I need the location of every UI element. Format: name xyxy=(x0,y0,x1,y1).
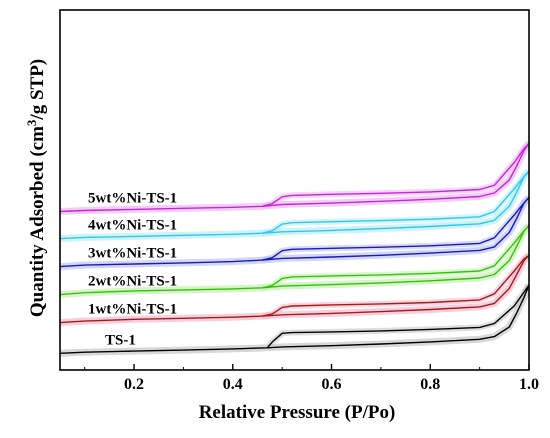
y-axis-title-main: Quantity Adsorbed (cm xyxy=(27,126,48,317)
series-label-1: TS-1 xyxy=(105,332,136,348)
x-ticks: 0.2 0.4 0.6 0.8 1.0 xyxy=(84,364,539,393)
series-3-desorption-line xyxy=(262,225,529,289)
series-3-adsorption-line xyxy=(60,225,529,296)
series-5-group xyxy=(60,168,529,243)
x-tick-label: 0.8 xyxy=(420,376,440,393)
series-4-desorption-line xyxy=(262,197,529,261)
series-label-4: 3wt%Ni-TS-1 xyxy=(88,246,177,262)
x-tick-label: 0.4 xyxy=(223,376,243,393)
plot-area xyxy=(60,141,529,357)
x-tick-label: 0.2 xyxy=(124,376,144,393)
series-1-group xyxy=(60,283,529,357)
series-4-adsorption-line xyxy=(60,197,529,268)
x-axis-title: Relative Pressure (P/Po) xyxy=(199,402,396,423)
series-5-desorption-line xyxy=(262,170,529,234)
y-axis-title-sup: 3 xyxy=(24,119,39,126)
x-tick-label: 1.0 xyxy=(519,376,539,393)
series-1-adsorption-line xyxy=(60,284,529,354)
series-6-desorption-line xyxy=(262,142,529,207)
series-6-group xyxy=(60,141,529,215)
series-4-group xyxy=(60,195,529,271)
series-label-3: 2wt%Ni-TS-1 xyxy=(88,274,177,290)
series-5-adsorption-line xyxy=(60,170,529,240)
series-2-group xyxy=(60,252,529,327)
series-2-desorption-line xyxy=(262,254,529,317)
x-tick-label: 0.6 xyxy=(322,376,342,393)
series-2-adsorption-line xyxy=(60,254,529,324)
series-label-2: 1wt%Ni-TS-1 xyxy=(88,302,177,318)
series-1-desorption-line xyxy=(266,284,529,349)
series-6-adsorption-line xyxy=(60,142,529,213)
series-label-6: 5wt%Ni-TS-1 xyxy=(88,191,177,207)
series-labels: TS-1 1wt%Ni-TS-1 2wt%Ni-TS-1 3wt%Ni-TS-1 4wt… xyxy=(88,191,177,349)
series-label-5: 4wt%Ni-TS-1 xyxy=(88,218,177,234)
y-axis-title: Quantity Adsorbed (cm3/g STP) xyxy=(24,59,48,317)
y-axis-title-tail: /g STP) xyxy=(27,59,48,121)
series-3-group xyxy=(60,223,529,299)
plot-frame xyxy=(59,9,530,371)
axes-frame xyxy=(59,9,530,371)
